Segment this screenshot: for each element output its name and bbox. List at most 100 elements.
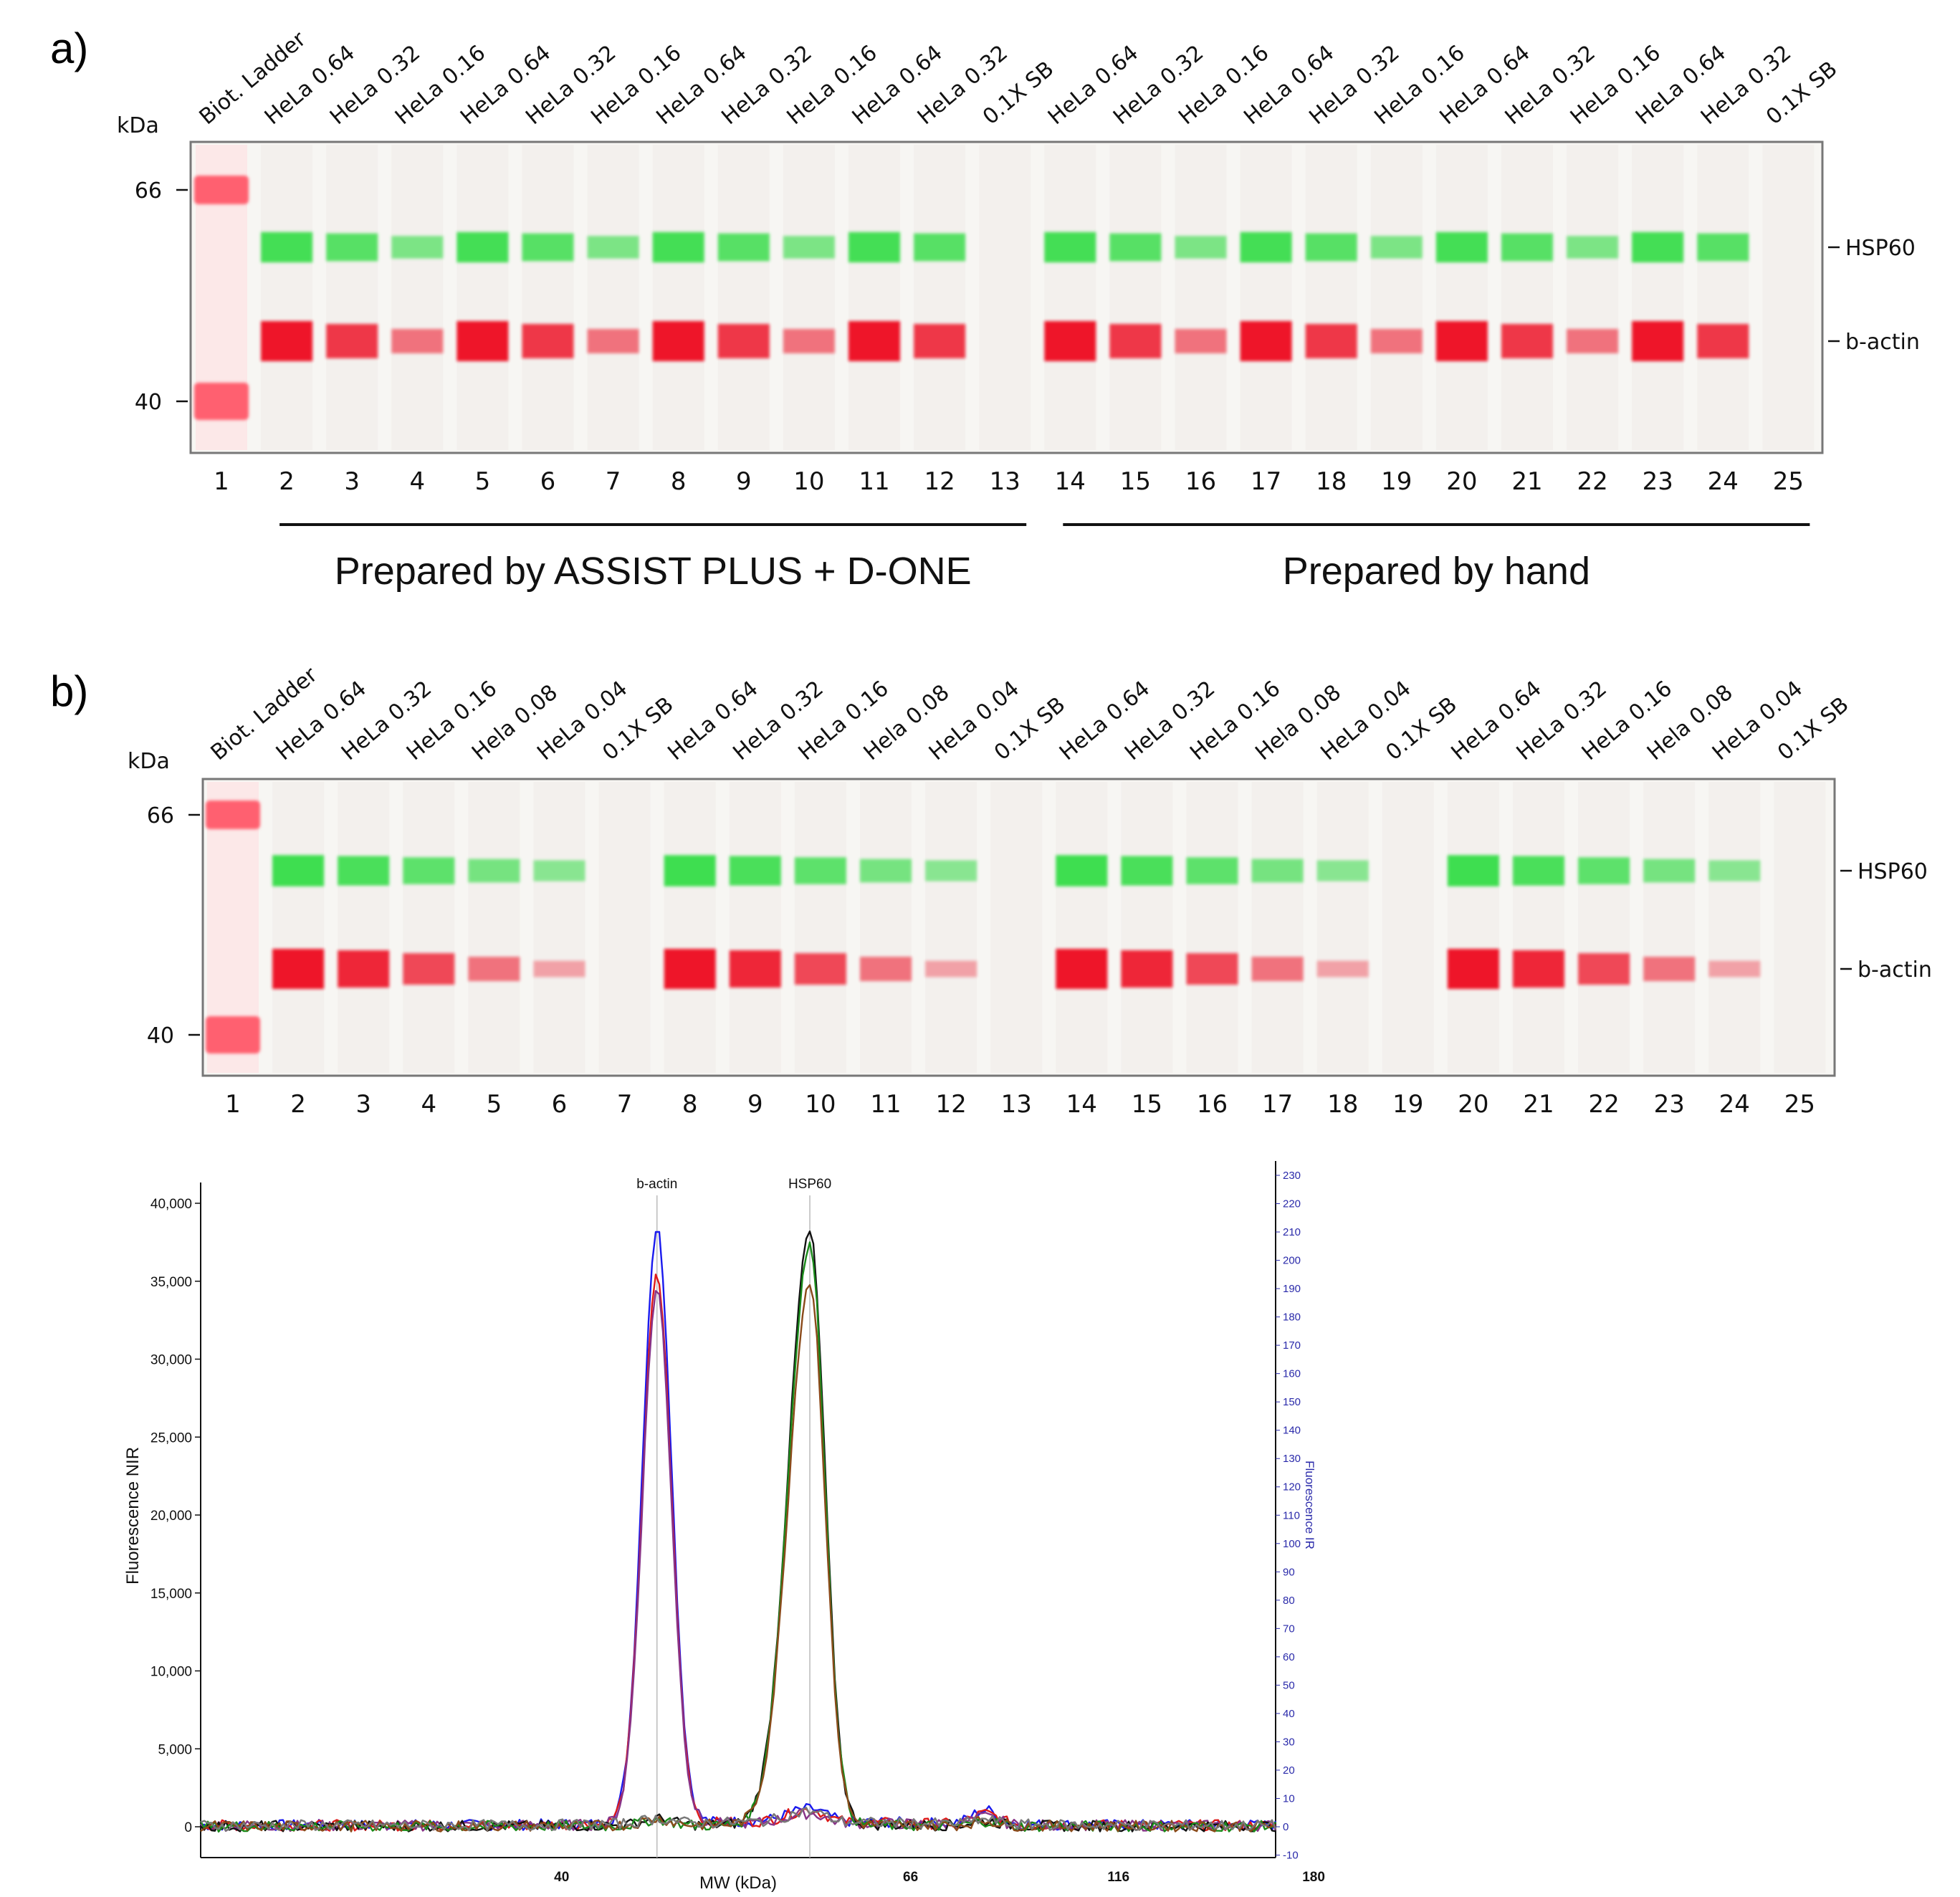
lane-column (1435, 145, 1488, 450)
ladder-band-66 (194, 176, 249, 204)
lane-column (261, 145, 313, 450)
hsp60-band (914, 233, 966, 262)
lane-column (1175, 145, 1227, 450)
lane-column (664, 782, 716, 1073)
bactin-band (391, 329, 444, 353)
hsp60-band (652, 231, 704, 263)
bactin-band (533, 960, 585, 978)
lane-column (925, 782, 977, 1073)
lane-column (468, 782, 520, 1073)
bactin-band (587, 329, 639, 353)
lane-column (1044, 145, 1096, 450)
lane-column (848, 145, 900, 450)
bactin-band (1109, 324, 1162, 358)
bactin-band (1175, 329, 1227, 353)
hsp60-band (1044, 231, 1096, 263)
bactin-band (1240, 321, 1292, 361)
lane-column (326, 145, 378, 450)
bactin-band (522, 324, 574, 358)
y2-tick-label: 220 (1283, 1198, 1301, 1210)
x-tick-label: 40 (554, 1870, 569, 1885)
y-tick-label: 30,000 (150, 1353, 192, 1368)
hsp60-band (1251, 859, 1304, 883)
bactin-band (1578, 953, 1630, 985)
bactin-band (1435, 321, 1488, 361)
x-tick-label: 66 (903, 1870, 918, 1885)
y2-tick-label: 110 (1283, 1509, 1300, 1521)
bactin-band (403, 953, 455, 985)
lane-number: 15 (1120, 467, 1151, 496)
lane-number: 15 (1132, 1090, 1162, 1119)
bactin-band (272, 949, 325, 989)
lane-column (1109, 145, 1162, 450)
chart-y-axis-title: Fluorescence NIR (123, 1447, 143, 1585)
ladder-band-40 (206, 1016, 260, 1053)
y-tick-label: 15,000 (150, 1587, 192, 1602)
lane-number: 10 (805, 1090, 836, 1119)
y2-tick-label: 20 (1283, 1764, 1295, 1777)
bactin-band (1447, 949, 1499, 989)
lane-column (1567, 145, 1619, 450)
lane-column (1121, 782, 1173, 1073)
lane-number: 12 (924, 467, 955, 496)
hsp60-band (456, 231, 509, 263)
lane-number: 7 (617, 1090, 633, 1119)
lane-number: 20 (1446, 467, 1477, 496)
lane-number: 12 (935, 1090, 966, 1119)
lane-number: 14 (1066, 1090, 1097, 1119)
lane-number: 4 (409, 467, 425, 496)
bactin-band (1501, 324, 1553, 358)
bactin-band (1708, 960, 1761, 978)
bactin-band (729, 950, 781, 988)
lane-number: 24 (1708, 467, 1739, 496)
series-line-1 (200, 1231, 1277, 1831)
lane-column (1305, 145, 1357, 450)
lane-column (1513, 782, 1564, 1073)
y2-tick-label: 200 (1283, 1255, 1301, 1267)
bactin-band (261, 321, 313, 361)
marker-label: 40 (147, 1023, 174, 1048)
lane-column (391, 145, 444, 450)
chart-y2-axis-title: Fluorescence IR (1303, 1461, 1316, 1549)
hsp60-band (1240, 231, 1292, 263)
lane-column (533, 782, 585, 1073)
y2-tick-label: 50 (1283, 1679, 1295, 1691)
lane-number: 2 (290, 1090, 306, 1119)
y-tick-label: 5,000 (158, 1742, 192, 1757)
hsp60-band (848, 231, 900, 263)
bactin-band (326, 324, 378, 358)
lane-number: 21 (1523, 1090, 1554, 1119)
y2-tick-label: 120 (1283, 1481, 1301, 1494)
ladder-band-66 (206, 801, 260, 829)
bactin-band (456, 321, 509, 361)
hsp60-band (272, 855, 325, 887)
bactin-band (1513, 950, 1564, 988)
lane-column (1578, 782, 1630, 1073)
lane-column (598, 782, 651, 1073)
lane-column (1501, 145, 1553, 450)
hsp60-band (1447, 855, 1499, 887)
lane-column (1370, 145, 1423, 450)
y-tick-label: 25,000 (150, 1430, 192, 1446)
series-line-5 (199, 1241, 1276, 1833)
hsp60-band (587, 236, 639, 259)
lane-number: 1 (214, 467, 229, 496)
lane-column (338, 782, 390, 1073)
annotation-label: HSP60 (788, 1177, 831, 1192)
lane-number: 2 (279, 467, 295, 496)
y2-tick-label: 190 (1283, 1283, 1301, 1295)
panel-b-letter: b) (50, 667, 88, 715)
y-tick-label: 10,000 (150, 1665, 192, 1680)
bactin-band (468, 957, 520, 981)
lane-number: 24 (1719, 1090, 1750, 1119)
y2-tick-label: 30 (1283, 1736, 1295, 1748)
y2-tick-label: 130 (1283, 1453, 1301, 1465)
lane-number: 25 (1784, 1090, 1815, 1119)
lane-number: 7 (606, 467, 621, 496)
y-tick-label: 35,000 (150, 1275, 192, 1290)
lane-column (652, 145, 704, 450)
hsp60-band (860, 859, 912, 883)
